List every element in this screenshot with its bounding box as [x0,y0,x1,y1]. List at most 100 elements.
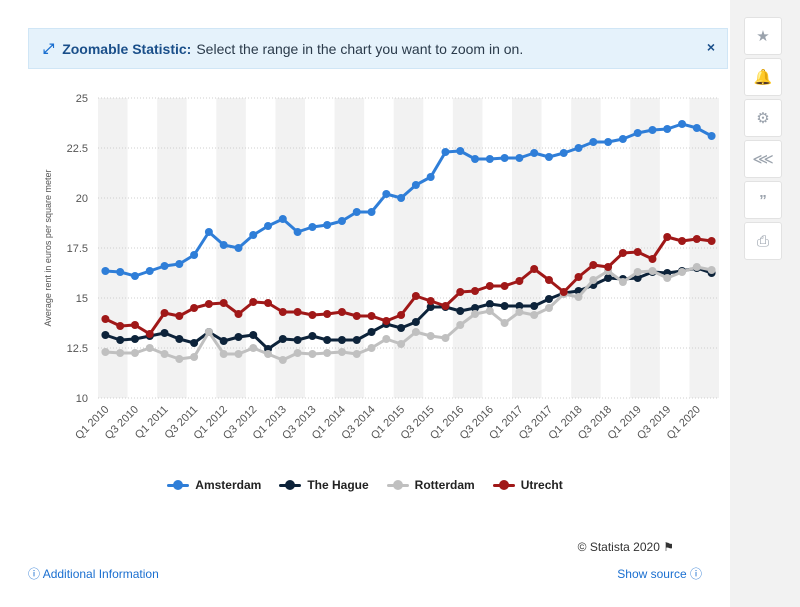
data-point [382,317,391,325]
legend-label: Amsterdam [195,478,262,492]
data-point [441,334,450,342]
zoom-banner: ⤢ Zoomable Statistic: Select the range i… [28,28,728,69]
additional-info-link[interactable]: ⓘ Additional Information [28,565,159,582]
data-point [116,349,125,357]
sidebar-tools: ★ 🔔 ⚙ ⋘ ” ⎙ [744,17,784,263]
data-point [515,302,524,310]
close-icon[interactable]: × [706,39,715,55]
data-point [175,260,184,268]
data-point [116,336,125,344]
data-point [204,228,213,236]
gear-icon[interactable]: ⚙ [744,99,782,137]
data-point [707,132,716,140]
data-point [574,144,583,152]
data-point [663,125,672,133]
data-point [323,221,332,229]
data-point [278,356,287,364]
legend-item-amsterdam[interactable]: Amsterdam [167,478,261,492]
credit-text: © Statista 2020 [577,540,660,554]
data-point [471,304,480,312]
data-point [278,335,287,343]
quote-icon[interactable]: ” [744,181,782,219]
data-point [293,336,302,344]
data-point [663,274,672,282]
bell-icon[interactable]: 🔔 [744,58,782,96]
data-point [604,138,613,146]
expand-arrows-icon: ⤢ [43,40,55,56]
data-point [264,350,273,358]
legend-item-rotterdam[interactable]: Rotterdam [386,478,475,492]
data-point [204,300,213,308]
data-point [160,262,169,270]
data-point [382,335,391,343]
data-point [278,215,287,223]
data-point [707,237,716,245]
data-point [544,295,553,303]
data-point [456,288,465,296]
legend-swatch [492,480,515,490]
data-point [145,330,154,338]
data-point [249,331,258,339]
line-chart[interactable]: 10 12.5 15 17.5 20 22.5 25 Average rent in euro… [0,80,730,475]
data-point [367,328,376,336]
y-tick-label: 22.5 [67,143,88,155]
data-point [382,190,391,198]
data-point [249,298,258,306]
data-point [648,126,657,134]
data-point [308,350,317,358]
data-point [574,273,583,281]
chart-card: ⤢ Zoomable Statistic: Select the range i… [0,0,730,607]
data-point [190,353,199,361]
data-point [323,310,332,318]
data-point [308,223,317,231]
data-point [471,155,480,163]
plot-band [157,98,187,398]
data-point [175,312,184,320]
legend: Amsterdam The Hague Rotterdam Utrecht [0,478,730,492]
data-point [485,307,494,315]
data-point [116,268,125,276]
data-point [544,304,553,312]
data-point [337,336,346,344]
data-point [264,299,273,307]
data-point [530,302,539,310]
data-point [234,244,243,252]
data-point [559,149,568,157]
show-source-link[interactable]: Show source ⓘ [617,565,702,582]
data-point [337,217,346,225]
data-point [411,181,420,189]
data-point [426,173,435,181]
data-point [249,344,258,352]
data-point [633,274,642,282]
data-point [456,147,465,155]
data-point [530,149,539,157]
data-point [397,311,406,319]
plot-band [512,98,542,398]
data-point [397,340,406,348]
share-icon[interactable]: ⋘ [744,140,782,178]
data-point [397,194,406,202]
star-icon[interactable]: ★ [744,17,782,55]
y-tick-label: 12.5 [67,343,88,355]
plot-band [630,98,660,398]
data-point [130,272,139,280]
data-point [500,282,509,290]
data-point [337,308,346,316]
data-point [293,349,302,357]
statista-credit[interactable]: © Statista 2020 ⚑ [578,540,674,554]
data-point [101,267,110,275]
legend-item-the-hague[interactable]: The Hague [279,478,369,492]
data-point [441,302,450,310]
data-point [411,318,420,326]
data-point [692,263,701,271]
data-point [485,282,494,290]
y-axis-label: Average rent in euros per square meter [43,170,53,327]
data-point [352,312,361,320]
data-point [130,335,139,343]
legend-label: Rotterdam [414,478,475,492]
legend-item-utrecht[interactable]: Utrecht [492,478,563,492]
print-icon[interactable]: ⎙ [744,222,782,260]
data-point [337,348,346,356]
info-icon: ⓘ [689,567,702,581]
data-point [530,265,539,273]
